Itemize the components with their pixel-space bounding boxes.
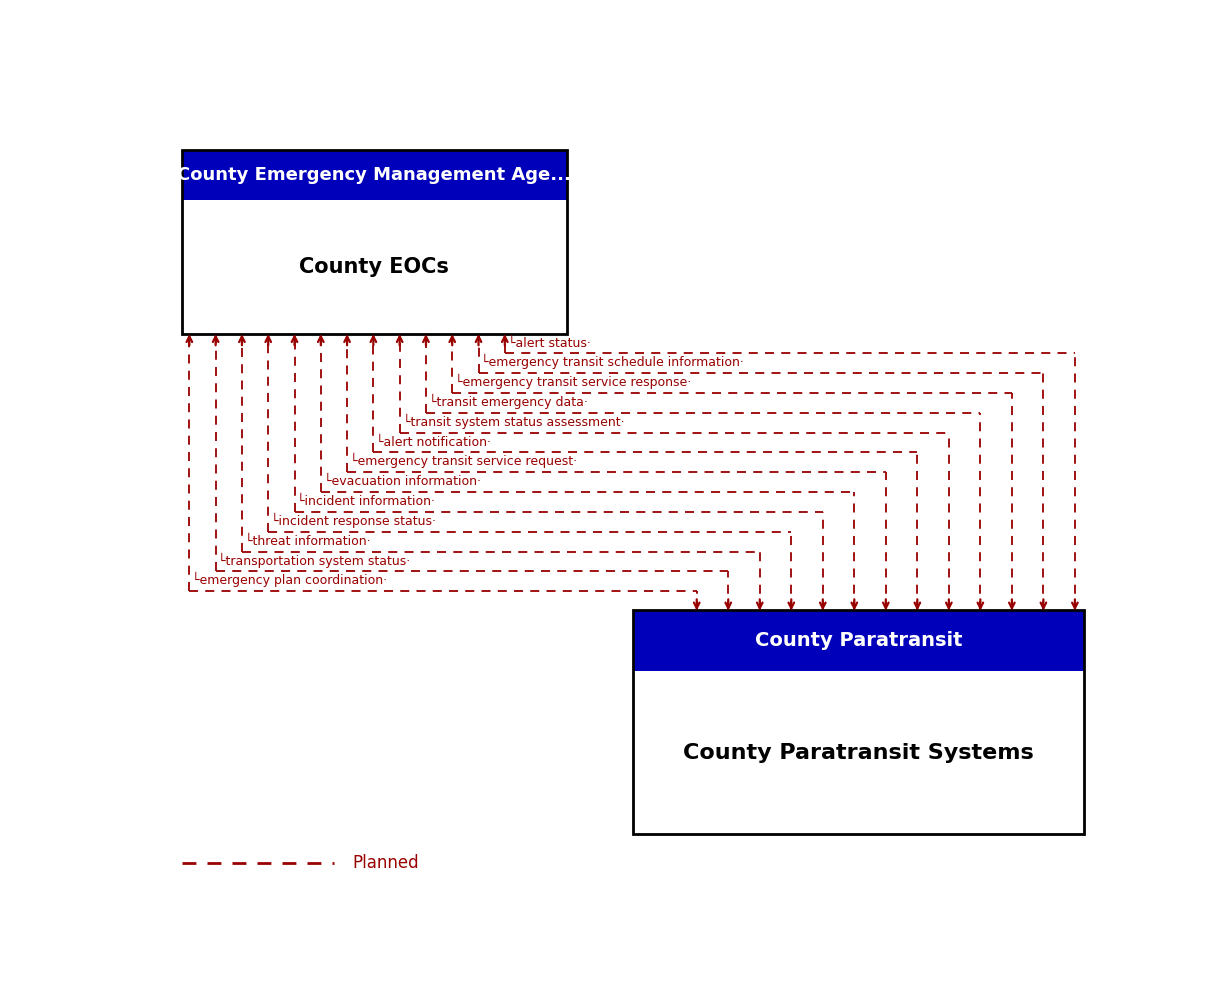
- Bar: [181, 150, 566, 335]
- Text: └alert status·: └alert status·: [508, 337, 591, 350]
- Text: └alert notification·: └alert notification·: [376, 435, 492, 448]
- Bar: [633, 611, 1084, 835]
- Text: └threat information·: └threat information·: [245, 535, 370, 548]
- Text: County Paratransit Systems: County Paratransit Systems: [683, 743, 1034, 763]
- Text: └transit system status assessment·: └transit system status assessment·: [402, 413, 624, 429]
- Text: └incident information·: └incident information·: [298, 495, 435, 508]
- Text: County Emergency Management Age...: County Emergency Management Age...: [178, 166, 571, 184]
- Bar: [633, 611, 1084, 671]
- Bar: [181, 200, 566, 335]
- Bar: [633, 671, 1084, 835]
- Text: └incident response status·: └incident response status·: [271, 513, 436, 528]
- Text: └transit emergency data·: └transit emergency data·: [429, 393, 587, 409]
- Text: └emergency transit schedule information·: └emergency transit schedule information·: [482, 355, 744, 370]
- Text: └emergency transit service request·: └emergency transit service request·: [349, 453, 577, 468]
- Text: └emergency plan coordination·: └emergency plan coordination·: [192, 572, 387, 588]
- Text: └emergency transit service response·: └emergency transit service response·: [455, 374, 691, 389]
- Text: └evacuation information·: └evacuation information·: [324, 475, 481, 488]
- Bar: [181, 150, 566, 200]
- Text: └transportation system status·: └transportation system status·: [218, 553, 411, 568]
- Text: Planned: Planned: [353, 855, 419, 872]
- Text: County EOCs: County EOCs: [299, 257, 449, 277]
- Text: County Paratransit: County Paratransit: [755, 631, 962, 650]
